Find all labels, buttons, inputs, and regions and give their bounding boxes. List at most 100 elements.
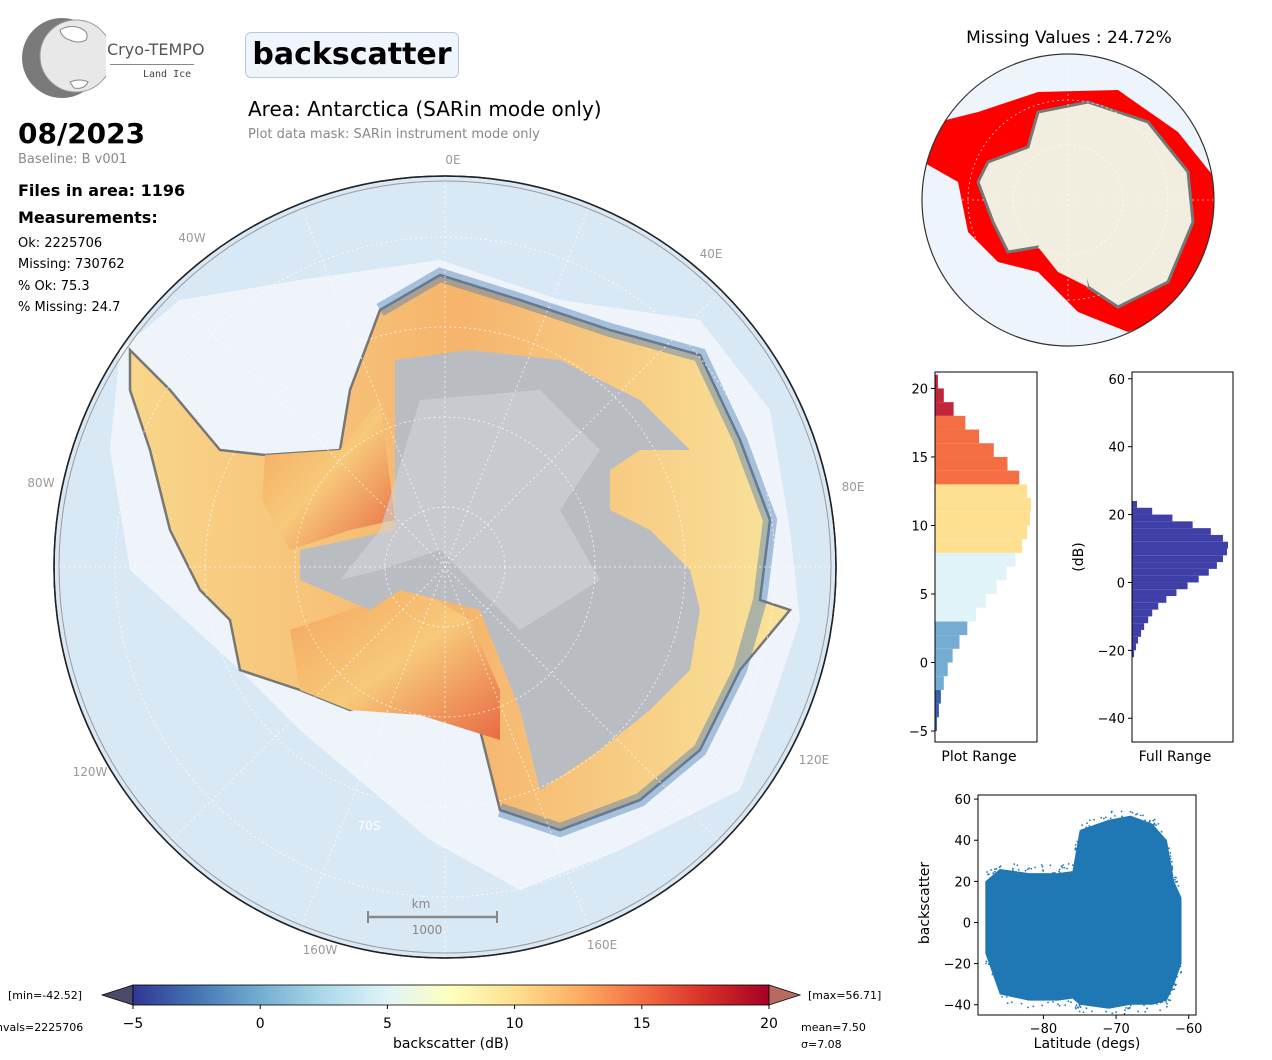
colorbar-tick-label: 5	[383, 1016, 392, 1032]
scatter-point	[1135, 813, 1137, 816]
scatter-point	[1173, 988, 1176, 991]
missing-continent	[976, 100, 1195, 309]
scatter-point	[1127, 1007, 1130, 1010]
scatter-point	[1169, 852, 1172, 854]
full-range-ytick-label: 60	[1108, 373, 1125, 388]
colorbar-nvals-label: nvals=2225706	[0, 1021, 83, 1034]
scatter-point	[1059, 871, 1061, 874]
scatter-point	[1161, 1001, 1164, 1003]
full-range-bar	[1132, 589, 1177, 597]
scatter-point	[1077, 1006, 1079, 1009]
plot-range-bar	[935, 607, 977, 622]
scatter-point	[1061, 866, 1064, 869]
lon-label-40w: 40W	[178, 231, 205, 245]
colorbar-xlabel: backscatter (dB)	[393, 1036, 509, 1052]
scatter-density	[985, 815, 1182, 1009]
scatter-point	[1128, 1006, 1131, 1009]
scatter-point	[1136, 812, 1139, 815]
scatter-point	[1111, 1012, 1114, 1015]
scatter-point	[1012, 867, 1014, 870]
scatter-point	[1049, 864, 1052, 867]
colorbar-mean-label: mean=7.50	[801, 1021, 866, 1034]
histogram-plot-range: −5 0 5 10 15 20 Plot Range	[909, 371, 1038, 765]
scatter-point	[1085, 826, 1088, 829]
scatter-point	[1100, 816, 1103, 819]
scatter-point	[1079, 1006, 1082, 1009]
full-range-ytick-label: 20	[1108, 509, 1125, 524]
full-range-bar	[1132, 541, 1228, 549]
plot-range-bar	[935, 539, 1023, 553]
plot-range-bar	[935, 689, 941, 704]
scatter-point	[1001, 995, 1004, 998]
colorbar-max-label: [max=56.71]	[808, 989, 881, 1002]
files-count: Files in area: 1196	[18, 181, 186, 200]
scatter-xlabel: Latitude (degs)	[1034, 1036, 1141, 1052]
scatter-point	[1063, 866, 1066, 869]
scatter-point	[987, 963, 990, 966]
scatter-point	[1173, 878, 1176, 881]
scatter-point	[1153, 818, 1156, 821]
scatter-point	[1105, 1010, 1108, 1013]
logo-title: Cryo-TEMPO	[107, 40, 205, 59]
scatter-point	[1032, 1005, 1035, 1008]
scatter-point	[1047, 1001, 1049, 1004]
scatter-ytick-label: −20	[944, 958, 971, 973]
plot-range-bar	[935, 580, 997, 594]
ross-ice-shelf	[290, 590, 500, 740]
scatter-point	[1129, 1004, 1132, 1007]
main-map: 0E 40E 80E 120E 160E 160W 120W 80W 40W 7…	[27, 153, 864, 959]
full-range-bar	[1132, 514, 1173, 522]
colorbar-tick-label: −5	[123, 1016, 144, 1032]
colorbar-min-label: [min=-42.52]	[8, 989, 82, 1002]
variable-title: backscatter	[245, 32, 459, 78]
scatter-point	[1124, 1009, 1126, 1012]
scatter-point	[1171, 988, 1173, 991]
scatter-point	[1058, 1004, 1061, 1007]
lon-label-120e: 120E	[799, 753, 830, 767]
scatter-xtick-label: −60	[1175, 1022, 1202, 1037]
plot-range-ytick-label: 15	[911, 451, 928, 466]
full-range-bar	[1132, 643, 1137, 651]
scatter-point	[993, 868, 996, 871]
scatter-point	[1010, 1001, 1013, 1004]
scatter-point	[1085, 1007, 1088, 1010]
scatter-point	[1078, 1003, 1081, 1006]
scatter-point	[1017, 868, 1020, 871]
scatter-point	[1041, 865, 1044, 868]
plot-range-bar	[935, 429, 980, 444]
scatter-point	[1078, 1010, 1081, 1013]
scatter-point	[1093, 818, 1095, 821]
colorbar-max-extend	[768, 984, 802, 1006]
scatter-point	[1041, 1004, 1044, 1007]
plot-range-bar	[935, 525, 1028, 540]
scatter-point	[1125, 1006, 1127, 1009]
colorbar-tick-label: 0	[256, 1016, 265, 1032]
full-range-bar	[1132, 562, 1217, 569]
scatter-point	[1121, 815, 1124, 818]
scatter-point	[1042, 869, 1044, 872]
scatter-point	[1057, 1003, 1059, 1006]
full-range-bar	[1132, 582, 1188, 590]
full-range-bars	[1132, 500, 1228, 658]
plot-range-bars	[935, 374, 1031, 732]
scatter-point	[1169, 993, 1172, 995]
scatter-point	[1165, 1005, 1168, 1008]
full-range-xlabel: Full Range	[1139, 749, 1212, 765]
scatter-point	[1090, 1010, 1093, 1013]
scatter-point	[1149, 819, 1151, 822]
scatter-point	[1067, 863, 1070, 865]
plot-range-bar	[935, 470, 1020, 485]
scatter-point	[1142, 814, 1144, 817]
stat-pct-missing: % Missing: 24.7	[18, 300, 121, 315]
scatter-point	[1075, 1004, 1078, 1007]
colorbar-ticks: −5 0 5 10 15 20	[123, 1005, 778, 1032]
full-range-bar	[1132, 555, 1223, 563]
scatter-point	[1088, 819, 1091, 822]
scatter-ylabel: backscatter	[917, 862, 933, 944]
scatter-point	[1013, 863, 1016, 866]
scale-value: 1000	[412, 923, 443, 937]
scatter-point	[1166, 1002, 1168, 1005]
lon-label-160w: 160W	[303, 943, 338, 957]
plot-range-bar	[935, 703, 939, 718]
scatter-ytick-label: 0	[963, 916, 971, 931]
